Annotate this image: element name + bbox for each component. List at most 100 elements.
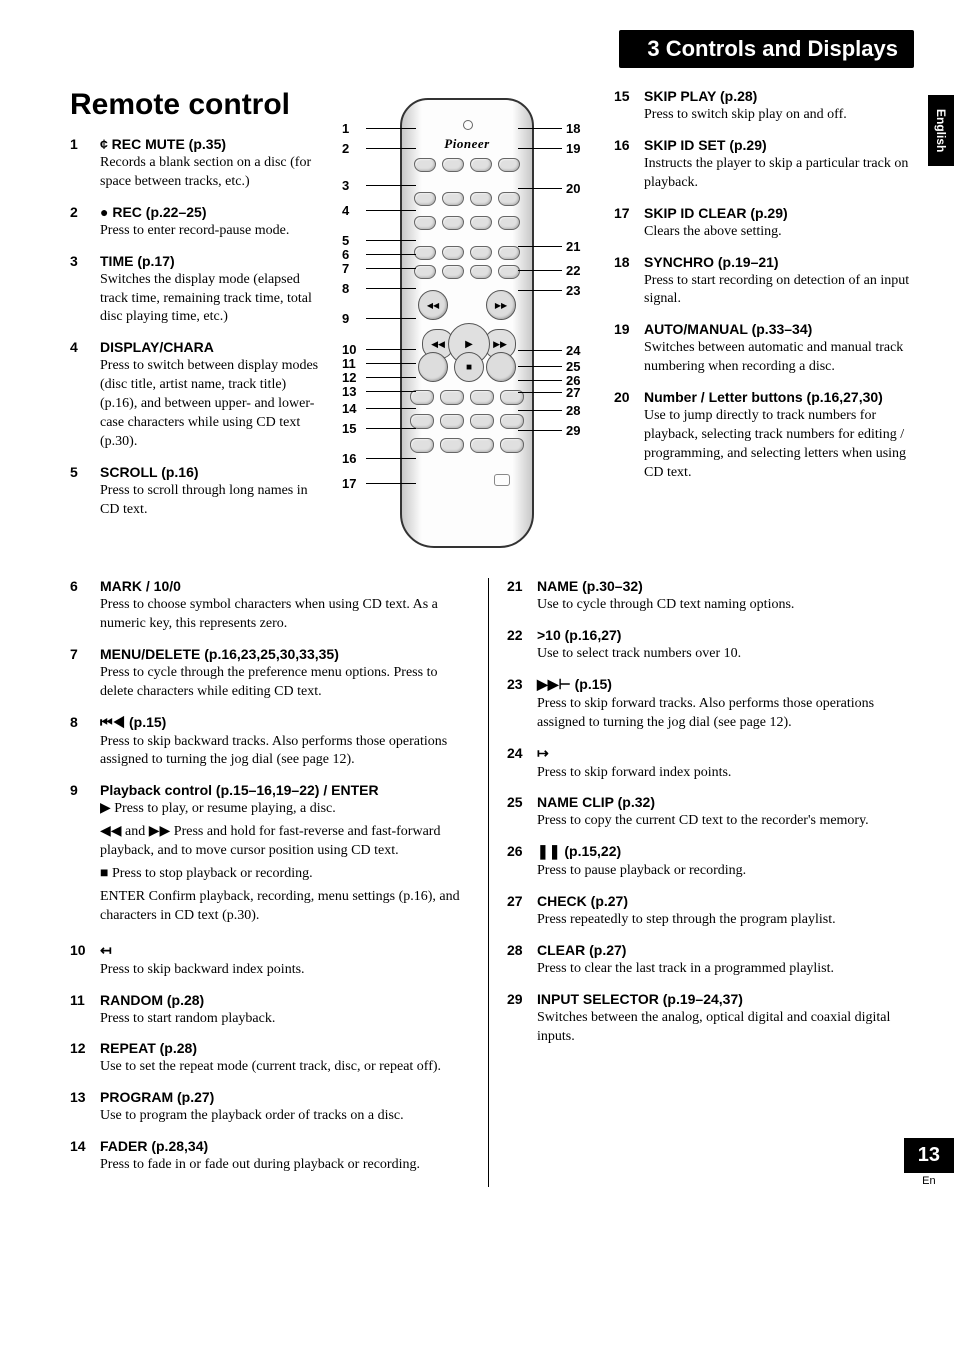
item-number: 6 bbox=[70, 578, 90, 634]
item-number: 10 bbox=[70, 942, 90, 980]
item-desc: Press to skip backward index points. bbox=[100, 961, 470, 980]
item-desc: Clears the above setting. bbox=[644, 223, 914, 242]
callout-line bbox=[366, 254, 416, 255]
remote-number-row bbox=[402, 246, 532, 260]
item-number: 25 bbox=[507, 794, 527, 831]
callout-num-left: 16 bbox=[342, 451, 356, 466]
item-desc: Press to switch between display modes (d… bbox=[100, 357, 320, 451]
item-desc: Instructs the player to skip a particula… bbox=[644, 155, 914, 193]
item-title: >10 (p.16,27) bbox=[537, 627, 914, 643]
item-number: 28 bbox=[507, 942, 527, 979]
item-desc: Use to select track numbers over 10. bbox=[537, 645, 914, 664]
item-title: MENU/DELETE (p.16,23,25,30,33,35) bbox=[100, 646, 470, 662]
item-number: 21 bbox=[507, 578, 527, 615]
callout-line bbox=[366, 148, 416, 149]
remote-number-row bbox=[402, 216, 532, 230]
item-body: SYNCHRO (p.19–21)Press to start recordin… bbox=[644, 254, 914, 310]
items-col-2-right: 21NAME (p.30–32)Use to cycle through CD … bbox=[507, 578, 914, 1047]
callout-num-right: 28 bbox=[566, 403, 580, 418]
callout-line bbox=[366, 349, 416, 350]
item-title: TIME (p.17) bbox=[100, 253, 320, 269]
remote-bottom-row bbox=[402, 390, 532, 405]
chapter-number: 3 bbox=[647, 36, 659, 61]
item-title: ↤ bbox=[100, 942, 470, 959]
item-body: SCROLL (p.16)Press to scroll through lon… bbox=[100, 464, 320, 520]
callout-num-left: 11 bbox=[342, 356, 356, 371]
item-desc: Records a blank section on a disc (for s… bbox=[100, 154, 320, 192]
callout-num-left: 6 bbox=[342, 247, 349, 262]
callout-line bbox=[366, 363, 416, 364]
item-number: 5 bbox=[70, 464, 90, 520]
callout-num-left: 9 bbox=[342, 311, 349, 326]
control-item: 24↦Press to skip forward index points. bbox=[507, 745, 914, 783]
item-body: ¢ REC MUTE (p.35)Records a blank section… bbox=[100, 136, 320, 192]
item-desc: Use to cycle through CD text naming opti… bbox=[537, 596, 914, 615]
callout-line bbox=[518, 128, 562, 129]
remote-number-row bbox=[402, 192, 532, 206]
item-number: 12 bbox=[70, 1040, 90, 1077]
item-number: 3 bbox=[70, 253, 90, 328]
chapter-title: Controls and Displays bbox=[666, 36, 898, 61]
item-number: 22 bbox=[507, 627, 527, 664]
control-item: 17 SKIP ID CLEAR (p.29)Clears the above s… bbox=[614, 205, 914, 242]
item-body: SKIP ID SET (p.29) Instructs the player t… bbox=[644, 137, 914, 193]
callout-num-left: 4 bbox=[342, 203, 349, 218]
item-body: SKIP ID CLEAR (p.29)Clears the above set… bbox=[644, 205, 914, 242]
item-number: 18 bbox=[614, 254, 634, 310]
item-body: REPEAT (p.28)Use to set the repeat mode … bbox=[100, 1040, 470, 1077]
callout-num-left: 14 bbox=[342, 401, 356, 416]
item-title: SKIP ID SET (p.29) bbox=[644, 137, 914, 153]
item-title: MARK / 10/0 bbox=[100, 578, 470, 594]
callout-num-left: 3 bbox=[342, 178, 349, 193]
item-desc: Press to switch skip play on and off. bbox=[644, 106, 914, 125]
remote-button bbox=[470, 216, 492, 230]
item-number: 1 bbox=[70, 136, 90, 192]
callout-line bbox=[366, 288, 416, 289]
callout-line bbox=[366, 128, 416, 129]
item-title: CLEAR (p.27) bbox=[537, 942, 914, 958]
callout-line bbox=[366, 240, 416, 241]
item-body: MENU/DELETE (p.16,23,25,30,33,35)Press t… bbox=[100, 646, 470, 702]
callout-line bbox=[366, 458, 416, 459]
control-item: 1¢ REC MUTE (p.35)Records a blank sectio… bbox=[70, 136, 320, 192]
control-item: 29INPUT SELECTOR (p.19–24,37)Switches be… bbox=[507, 991, 914, 1047]
callout-num-left: 7 bbox=[342, 261, 349, 276]
control-item: 14FADER (p.28,34)Press to fade in or fad… bbox=[70, 1138, 470, 1175]
item-body: Number / Letter buttons (p.16,27,30)Use … bbox=[644, 389, 914, 483]
remote-button bbox=[410, 414, 434, 429]
item-desc: Press to choose symbol characters when u… bbox=[100, 596, 470, 634]
remote-diagram: Pioneer bbox=[338, 88, 596, 578]
item-body: CHECK (p.27)Press repeatedly to step thr… bbox=[537, 893, 914, 930]
remote-button bbox=[470, 438, 494, 453]
item-number: 17 bbox=[614, 205, 634, 242]
item-sub: ◀◀ and ▶▶ Press and hold for fast-revers… bbox=[100, 823, 470, 861]
remote-button bbox=[414, 246, 436, 260]
control-item: 11RANDOM (p.28)Press to start random pla… bbox=[70, 992, 470, 1029]
item-number: 20 bbox=[614, 389, 634, 483]
callout-line bbox=[366, 428, 416, 429]
remote-button bbox=[470, 192, 492, 206]
item-sub: ENTER Confirm playback, recording, menu … bbox=[100, 888, 470, 926]
item-number: 14 bbox=[70, 1138, 90, 1175]
item-desc: ▶ Press to play, or resume playing, a di… bbox=[100, 800, 470, 925]
item-number: 29 bbox=[507, 991, 527, 1047]
control-item: 28CLEAR (p.27)Press to clear the last tr… bbox=[507, 942, 914, 979]
remote-button bbox=[470, 265, 492, 279]
control-item: 19AUTO/MANUAL (p.33–34)Switches between … bbox=[614, 321, 914, 377]
callout-num-right: 27 bbox=[566, 385, 580, 400]
item-title: INPUT SELECTOR (p.19–24,37) bbox=[537, 991, 914, 1007]
callout-line bbox=[518, 188, 562, 189]
callout-line bbox=[518, 270, 562, 271]
callout-num-left: 17 bbox=[342, 476, 356, 491]
remote-bottom-row bbox=[402, 438, 532, 453]
item-body: >10 (p.16,27) Use to select track numbers… bbox=[537, 627, 914, 664]
item-title: RANDOM (p.28) bbox=[100, 992, 470, 1008]
items-col-3: 15SKIP PLAY (p.28)Press to switch skip p… bbox=[614, 88, 914, 483]
callout-num-right: 22 bbox=[566, 263, 580, 278]
callout-line bbox=[366, 408, 416, 409]
item-body: TIME (p.17)Switches the display mode (el… bbox=[100, 253, 320, 328]
item-body: Playback control (p.15–16,19–22) / ENTER… bbox=[100, 782, 470, 929]
control-item: 27CHECK (p.27)Press repeatedly to step t… bbox=[507, 893, 914, 930]
item-desc: Use to program the playback order of tra… bbox=[100, 1107, 470, 1126]
item-title: AUTO/MANUAL (p.33–34) bbox=[644, 321, 914, 337]
